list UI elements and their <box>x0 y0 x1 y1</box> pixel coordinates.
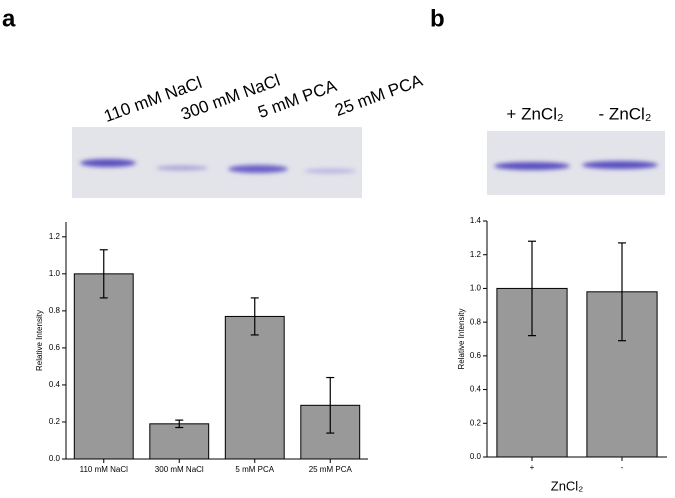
y-tick-label: 1.0 <box>470 284 482 293</box>
x-tick-label: 110 mM NaCl <box>80 465 129 474</box>
y-tick-label: 0.4 <box>49 380 61 389</box>
bar <box>73 273 134 460</box>
y-tick-label: 1.4 <box>470 216 482 225</box>
y-tick-label: 0.2 <box>49 417 61 426</box>
y-axis-label: Relative Intensity <box>35 310 44 371</box>
panel-label: b <box>430 5 445 32</box>
lane-label: - ZnCl₂ <box>599 104 652 123</box>
gel-band <box>228 165 288 173</box>
panel-label: a <box>2 5 16 32</box>
y-tick-label: 0.0 <box>470 452 482 461</box>
y-tick-label: 1.2 <box>470 250 482 259</box>
y-tick-label: 0.0 <box>49 454 61 463</box>
gel-band <box>494 162 570 170</box>
y-tick-label: 0.2 <box>470 418 482 427</box>
x-tick-label: - <box>621 463 624 472</box>
x-tick-label: + <box>530 463 535 472</box>
y-tick-label: 0.4 <box>470 385 482 394</box>
lane-label: 25 mM PCA <box>332 71 425 120</box>
y-tick-label: 1.0 <box>49 269 61 278</box>
x-tick-label: 5 mM PCA <box>235 465 274 474</box>
gel-band <box>156 165 208 171</box>
y-axis-label: Relative Intensity <box>457 309 466 370</box>
lane-label: + ZnCl₂ <box>506 104 563 123</box>
gel-band <box>582 161 658 169</box>
x-axis-label: ZnCl₂ <box>551 478 584 493</box>
y-tick-label: 1.2 <box>49 232 61 241</box>
y-tick-label: 0.6 <box>470 351 482 360</box>
gel-band <box>80 159 136 167</box>
y-tick-label: 0.8 <box>470 317 482 326</box>
y-tick-label: 0.8 <box>49 306 61 315</box>
gel-band <box>304 168 356 174</box>
x-tick-label: 25 mM PCA <box>309 465 353 474</box>
x-tick-label: 300 mM NaCl <box>155 465 204 474</box>
y-tick-label: 0.6 <box>49 343 61 352</box>
bar <box>224 315 285 460</box>
bar <box>149 423 210 460</box>
